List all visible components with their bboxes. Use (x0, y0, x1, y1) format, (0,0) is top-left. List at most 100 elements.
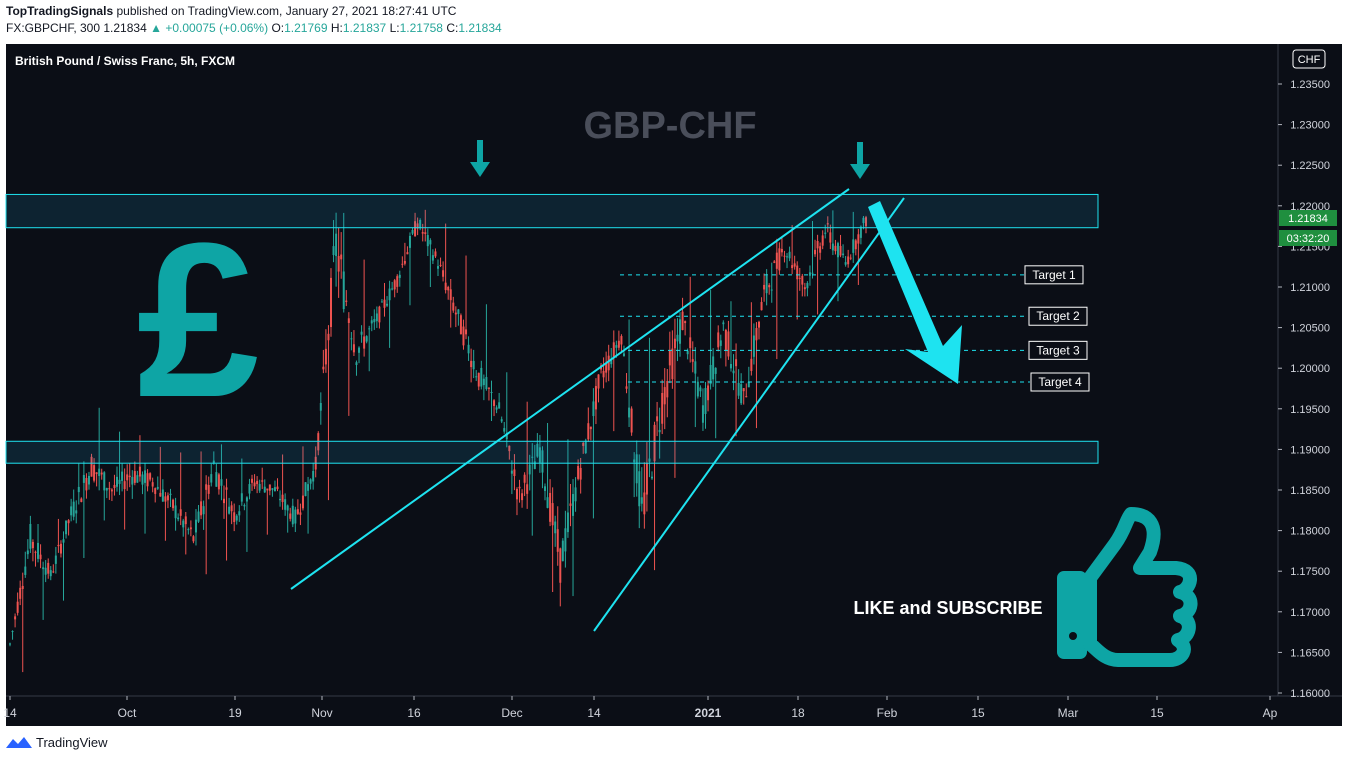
candle-body (416, 223, 419, 229)
candle-body (814, 249, 817, 255)
candle-body (454, 312, 457, 315)
candle-body (628, 407, 631, 418)
candle-body (100, 472, 103, 475)
candle-body (691, 359, 694, 362)
countdown-tag-label: 03:32:20 (1287, 233, 1330, 245)
target-box (1024, 265, 1084, 285)
time-axis[interactable]: 14 Oct 19 Nov 16 Dec 14 2021 18 Feb 15 Mar 15 Ap (3, 696, 1278, 720)
candle-body (707, 385, 710, 401)
candle-body (57, 544, 60, 547)
symbol-info: FX:GBPCHF, 300 (6, 21, 101, 35)
candle-body (747, 381, 750, 388)
target-label: Target 3 (1036, 343, 1080, 357)
candle-body (187, 529, 190, 531)
candle-body (847, 256, 850, 265)
candle-body (666, 381, 669, 398)
close-value: 1.21834 (458, 21, 502, 35)
close-label: C: (446, 21, 459, 35)
candle-body (752, 335, 755, 357)
candle-body (816, 240, 819, 249)
candle-body (251, 478, 254, 483)
candle-body (95, 472, 98, 475)
candle-body (383, 299, 386, 308)
candle-body (686, 350, 689, 355)
candle-body (487, 387, 490, 389)
candle-body (253, 482, 256, 487)
down-arrow-icon (850, 142, 870, 179)
candle-body (574, 487, 577, 502)
candle-body (87, 475, 90, 485)
candle-body (470, 360, 473, 368)
chart-watermark: GBP-CHF (583, 105, 756, 147)
candle-body (103, 472, 106, 491)
candle-body (256, 480, 259, 485)
y-tick-label: 1.19000 (1290, 444, 1330, 456)
candle-body (233, 512, 236, 523)
candle-body (775, 252, 778, 269)
candle-body (679, 319, 682, 344)
candle-body (653, 424, 656, 462)
candle-body (365, 336, 368, 342)
last-price-tag-label: 1.21834 (1288, 213, 1328, 225)
target-label: Target 2 (1036, 309, 1080, 323)
candle-body (729, 364, 732, 369)
x-tick-label: 15 (971, 706, 985, 720)
currency-badge[interactable] (1292, 49, 1326, 69)
candle-body (345, 300, 348, 302)
upper-trendline[interactable] (290, 188, 850, 590)
candle-body (263, 486, 266, 493)
candle-body (859, 226, 862, 238)
candle-body (577, 466, 580, 479)
candle-body (54, 555, 57, 564)
candle-body (482, 378, 485, 386)
candle-body (480, 367, 483, 387)
candle-body (128, 475, 131, 478)
resistance-zone[interactable] (5, 193, 1099, 229)
candle-body (202, 506, 205, 515)
price-chart[interactable]: Target 1 Target 2 Target 3 Target 4 £ GBP-C… (0, 44, 1348, 728)
candle-body (676, 334, 679, 342)
candle-body (526, 484, 529, 494)
candle-body (146, 473, 149, 487)
candle-body (403, 260, 406, 264)
candle-body (638, 471, 641, 507)
candle-body (70, 506, 73, 516)
candle-body (836, 243, 839, 258)
candle-body (798, 277, 801, 279)
zones-layer (5, 193, 1099, 464)
candle-body (668, 351, 671, 366)
chart-title: British Pound / Swiss Franc, 5h, FXCM (15, 54, 235, 68)
candle-body (210, 474, 213, 483)
candle-body (235, 515, 238, 521)
open-label: O: (271, 21, 285, 35)
candle-body (159, 492, 162, 497)
candle-body (172, 499, 175, 509)
candle-body (39, 554, 42, 560)
y-tick-label: 1.16500 (1290, 647, 1330, 659)
candle-body (533, 461, 536, 470)
candle-body (243, 505, 246, 507)
target-box (1028, 340, 1088, 360)
candle-body (52, 571, 55, 573)
candle-body (765, 275, 768, 294)
candle-body (640, 497, 643, 504)
candle-body (735, 359, 738, 367)
thumbs-up-icon[interactable] (1057, 507, 1198, 667)
candle-body (220, 479, 223, 486)
y-tick-label: 1.19500 (1290, 404, 1330, 416)
candle-body (722, 322, 725, 325)
candle-body (154, 488, 157, 494)
candle-body (24, 566, 27, 575)
candle-body (370, 320, 373, 324)
candle-body (21, 585, 24, 589)
candle-body (276, 486, 279, 490)
candle-body (138, 466, 141, 477)
author-name[interactable]: TopTradingSignals (6, 4, 114, 18)
support-zone[interactable] (5, 440, 1099, 464)
candle-body (605, 362, 608, 373)
candle-body (29, 523, 32, 549)
candle-body (791, 265, 794, 269)
x-tick-label: 14 (3, 706, 17, 720)
lower-trendline[interactable] (593, 197, 905, 632)
candle-body (44, 567, 47, 575)
